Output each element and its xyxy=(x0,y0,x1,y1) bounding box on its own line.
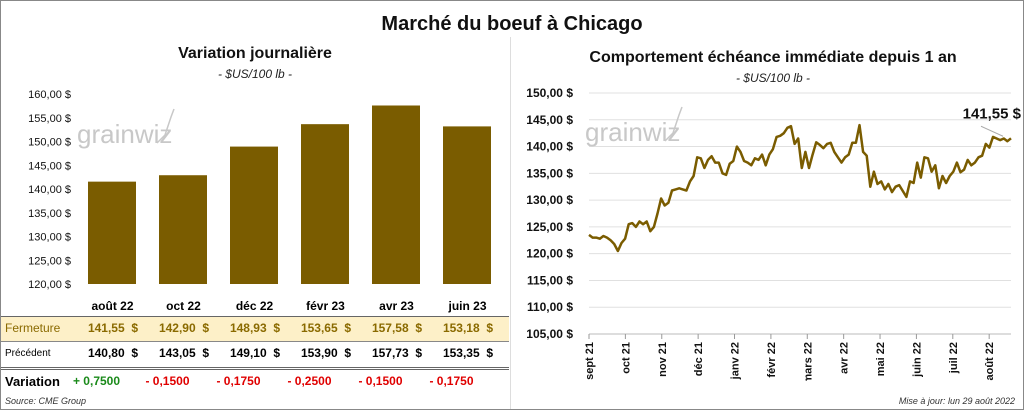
month-header: avr 23 xyxy=(379,299,414,313)
month-header: févr 23 xyxy=(306,299,345,313)
y-tick-label: 145,00 $ xyxy=(28,160,71,172)
precedent-row: Précédent 140,80 $ 143,05 $ 149,10 $ 153… xyxy=(1,342,509,366)
month-header-row: août 22 oct 22 déc 22 févr 23 avr 23 jui… xyxy=(1,295,509,317)
last-value-label: 141,55 $ xyxy=(963,105,1022,122)
variation-row: Variation + 0,7500 - 0,1500 - 0,1750 - 0… xyxy=(1,370,509,392)
x-tick-label: août 22 xyxy=(984,342,996,381)
y-tick-label: 120,00 $ xyxy=(28,279,71,291)
variation-value: - 0,1750 xyxy=(216,374,261,388)
y-tick-label: 110,00 $ xyxy=(527,300,573,314)
label-leader xyxy=(980,125,1004,137)
bar-chart: 120,00 $ 125,00 $ 130,00 $ 135,00 $ 140,00 $… xyxy=(28,89,491,291)
variation-value: - 0,1500 xyxy=(358,374,403,388)
precedent-value: 153,35 $ xyxy=(442,346,493,360)
precedent-value: 157,73 $ xyxy=(371,346,422,360)
watermark-swoosh xyxy=(664,106,683,142)
fermeture-row: Fermeture 141,55 $ 142,90 $ 148,93 $ 153… xyxy=(1,317,509,341)
fermeture-value: 153,18 $ xyxy=(442,321,493,335)
month-header: oct 22 xyxy=(166,299,201,313)
precedent-label: Précédent xyxy=(5,348,51,359)
bar xyxy=(230,146,278,284)
month-header: août 22 xyxy=(91,299,134,313)
watermark-swoosh xyxy=(156,108,175,144)
price-line xyxy=(588,123,1012,253)
watermark-logo: grainwiz xyxy=(77,119,172,149)
y-tick-label: 145,00 $ xyxy=(526,113,573,127)
x-tick-label: oct 21 xyxy=(620,342,632,374)
y-tick-label: 135,00 $ xyxy=(28,208,71,220)
x-tick-label: déc 21 xyxy=(693,342,705,376)
bar-chart-subtitle: - $US/100 lb - xyxy=(217,67,293,81)
x-tick-label: févr 22 xyxy=(766,342,778,377)
y-tick-label: 125,00 $ xyxy=(28,255,71,267)
bar xyxy=(301,124,349,284)
x-tick-label: mars 22 xyxy=(802,342,814,381)
main-title: Marché du boeuf à Chicago xyxy=(381,13,643,35)
fermeture-value: 141,55 $ xyxy=(87,321,138,335)
y-tick-label: 125,00 $ xyxy=(526,220,573,234)
x-tick-label: mai 22 xyxy=(875,342,887,376)
y-tick-label: 155,00 $ xyxy=(28,113,71,125)
x-tick-label: juin 22 xyxy=(911,342,923,378)
variation-value: + 0,7500 xyxy=(72,374,121,388)
y-tick-label: 140,00 $ xyxy=(526,140,573,154)
fermeture-value: 148,93 $ xyxy=(229,321,280,335)
variation-value: - 0,1750 xyxy=(429,374,474,388)
bar xyxy=(443,126,491,285)
fermeture-value: 157,58 $ xyxy=(371,321,422,335)
x-tick-label: juil 22 xyxy=(948,342,960,374)
watermark-logo: grainwiz xyxy=(585,117,680,147)
y-tick-label: 120,00 $ xyxy=(526,247,573,261)
x-tick-label: nov 21 xyxy=(657,342,669,377)
y-tick-label: 130,00 $ xyxy=(526,193,573,207)
bar xyxy=(159,175,207,284)
update-note: Mise à jour: lun 29 août 2022 xyxy=(898,396,1015,406)
precedent-value: 143,05 $ xyxy=(158,346,209,360)
fermeture-value: 142,90 $ xyxy=(158,321,209,335)
y-tick-label: 115,00 $ xyxy=(527,273,573,287)
line-chart: 105,00 $ 110,00 $ 115,00 $ 120,00 $ 125,00 $… xyxy=(526,86,1022,381)
y-tick-label: 130,00 $ xyxy=(28,232,71,244)
y-tick-label: 105,00 $ xyxy=(526,327,573,341)
x-tick-label: avr 22 xyxy=(839,342,851,374)
fermeture-value: 153,65 $ xyxy=(300,321,351,335)
precedent-value: 149,10 $ xyxy=(229,346,280,360)
line-chart-title: Comportement échéance immédiate depuis 1… xyxy=(589,49,957,66)
variation-value: - 0,2500 xyxy=(287,374,332,388)
y-tick-label: 160,00 $ xyxy=(28,89,71,101)
y-tick-label: 150,00 $ xyxy=(28,137,71,149)
variation-label: Variation xyxy=(5,374,60,389)
bar-chart-title: Variation journalière xyxy=(178,45,332,62)
fermeture-label: Fermeture xyxy=(5,321,61,335)
bar xyxy=(372,105,420,285)
month-header: juin 23 xyxy=(448,299,487,313)
bar xyxy=(88,181,136,284)
source-note: Source: CME Group xyxy=(5,396,87,406)
precedent-value: 140,80 $ xyxy=(87,346,138,360)
line-chart-subtitle: - $US/100 lb - xyxy=(735,71,811,85)
y-tick-label: 150,00 $ xyxy=(526,86,573,100)
variation-value: - 0,1500 xyxy=(145,374,190,388)
x-tick-label: janv 22 xyxy=(730,342,742,380)
y-tick-label: 140,00 $ xyxy=(28,184,71,196)
y-tick-label: 135,00 $ xyxy=(526,166,573,180)
month-header: déc 22 xyxy=(235,299,274,313)
x-tick-label: sept 21 xyxy=(584,342,596,380)
precedent-value: 153,90 $ xyxy=(300,346,351,360)
